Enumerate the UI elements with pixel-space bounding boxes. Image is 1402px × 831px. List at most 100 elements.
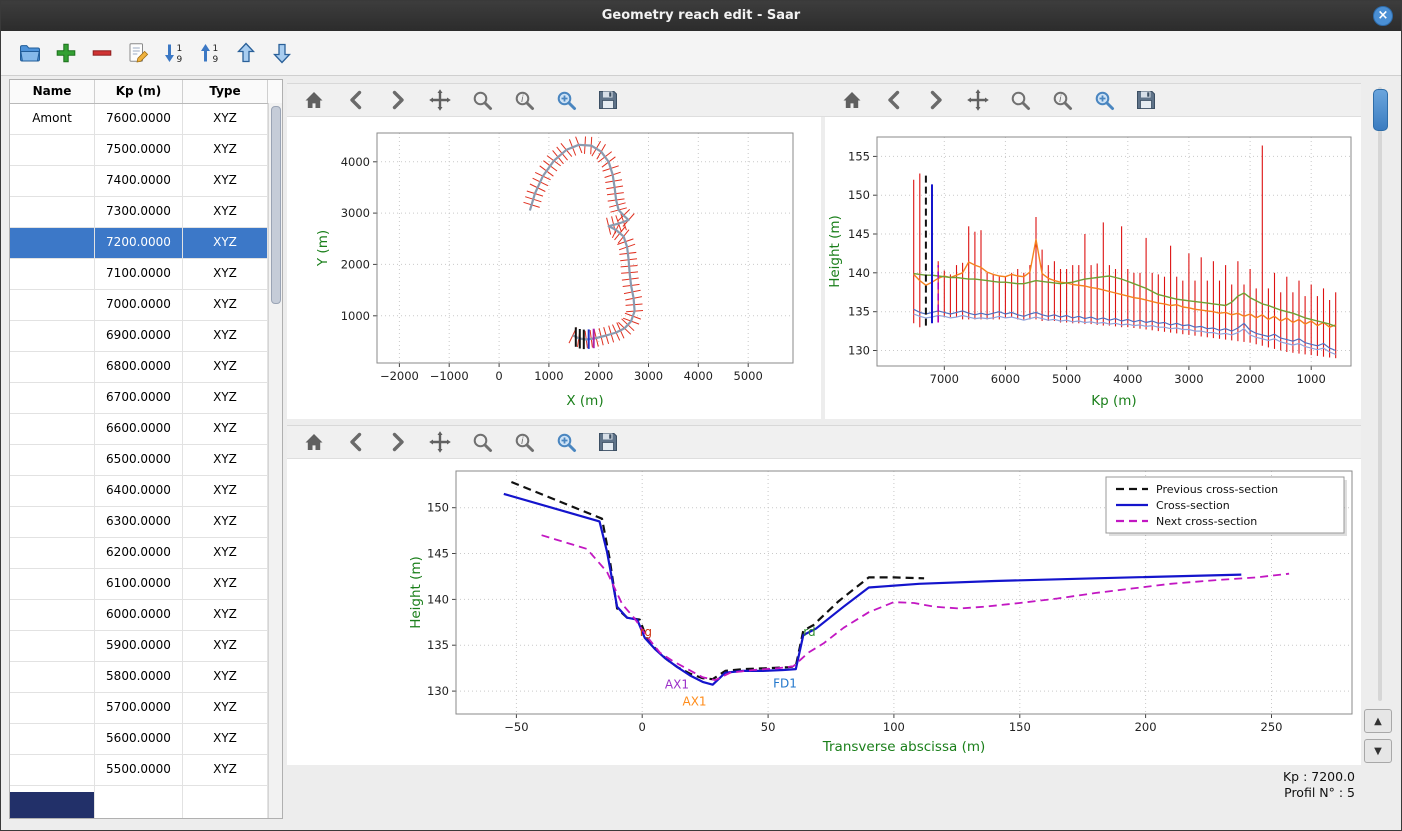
table-row[interactable]: 6600.0000 XYZ [10,414,282,445]
zoom-info-button[interactable]: i [511,87,537,113]
svg-text:9: 9 [177,55,183,65]
scroll-down-button[interactable]: ▼ [1364,739,1392,763]
svg-text:1000: 1000 [1297,372,1326,386]
svg-text:130: 130 [848,344,870,358]
zoom-dynamic-button[interactable] [553,87,579,113]
home-button[interactable] [301,429,327,455]
save-button[interactable] [595,429,621,455]
table-cell: XYZ [183,476,268,506]
table-cell: 6300.0000 [95,507,183,537]
forward-button[interactable] [385,87,411,113]
zoom-rect-button[interactable] [1007,87,1033,113]
home-button[interactable] [301,87,327,113]
vertical-slider-handle[interactable] [1373,89,1388,131]
zoom-rect-button[interactable] [469,429,495,455]
home-button[interactable] [839,87,865,113]
up-triangle-icon: ▲ [1374,715,1382,727]
forward-button[interactable] [385,429,411,455]
table-scrollbar[interactable] [268,103,282,818]
pan-button[interactable] [427,429,453,455]
vertical-slider-track[interactable] [1378,87,1382,701]
table-row[interactable]: 6800.0000 XYZ [10,352,282,383]
table-cell: 7000.0000 [95,290,183,320]
table-cell: XYZ [183,228,268,258]
table-row[interactable]: 5600.0000 XYZ [10,724,282,755]
profiles-table-panel: Name Kp (m) Type Amont 7600.0000 XYZ 7500.0… [9,79,283,819]
zoom-dynamic-button[interactable] [553,429,579,455]
table-row[interactable]: 5900.0000 XYZ [10,631,282,662]
table-cell: XYZ [183,693,268,723]
table-row[interactable]: 6200.0000 XYZ [10,538,282,569]
pan-button[interactable] [965,87,991,113]
svg-text:140: 140 [427,592,449,606]
table-cell: 7400.0000 [95,166,183,196]
table-row[interactable]: 6300.0000 XYZ [10,507,282,538]
table-scrollbar-thumb[interactable] [271,106,281,304]
zoom-dynamic-icon [1092,88,1116,112]
svg-text:9: 9 [213,55,219,65]
table-row[interactable]: 7000.0000 XYZ [10,290,282,321]
back-button[interactable] [881,87,907,113]
zoom-dynamic-button[interactable] [1091,87,1117,113]
save-button[interactable] [1133,87,1159,113]
zoom-rect-button[interactable] [469,87,495,113]
table-row[interactable]: 6000.0000 XYZ [10,600,282,631]
table-cell: XYZ [183,569,268,599]
table-row[interactable]: 6500.0000 XYZ [10,445,282,476]
table-cell [10,631,95,661]
open-geometry-button[interactable] [15,38,45,68]
home-icon [302,430,326,454]
delete-profile-button[interactable] [87,38,117,68]
table-partial-row[interactable] [10,792,268,818]
zoom-rect-icon [1008,88,1032,112]
back-button[interactable] [343,87,369,113]
svg-text:2000: 2000 [341,257,370,271]
table-row[interactable]: 7500.0000 XYZ [10,135,282,166]
table-row[interactable]: 5500.0000 XYZ [10,755,282,786]
table-row[interactable]: 5700.0000 XYZ [10,693,282,724]
table-row[interactable]: 7400.0000 XYZ [10,166,282,197]
table-row[interactable]: 6100.0000 XYZ [10,569,282,600]
table-row[interactable]: 7100.0000 XYZ [10,259,282,290]
table-cell: XYZ [183,104,268,134]
close-button[interactable]: × [1373,6,1393,26]
table-row[interactable]: 7300.0000 XYZ [10,197,282,228]
table-row[interactable]: 6700.0000 XYZ [10,383,282,414]
svg-text:AX1: AX1 [683,695,707,709]
zoom-info-button[interactable]: i [1049,87,1075,113]
edit-profile-button[interactable] [123,38,153,68]
save-button[interactable] [595,87,621,113]
table-row[interactable]: 6900.0000 XYZ [10,321,282,352]
move-up-button[interactable] [231,38,261,68]
svg-text:rd: rd [803,625,815,639]
table-cell-focused[interactable] [10,792,95,818]
table-row[interactable]: 5800.0000 XYZ [10,662,282,693]
move-down-button[interactable] [267,38,297,68]
back-button[interactable] [343,429,369,455]
table-cell: XYZ [183,135,268,165]
column-header-kp[interactable]: Kp (m) [95,80,183,103]
svg-text:i: i [521,94,524,105]
plan-view-toolbar: i [301,84,621,116]
table-row[interactable]: 6400.0000 XYZ [10,476,282,507]
scroll-up-button[interactable]: ▲ [1364,709,1392,733]
column-header-type[interactable]: Type [183,80,268,103]
table-cell: 5500.0000 [95,755,183,785]
table-row[interactable]: Amont 7600.0000 XYZ [10,104,282,135]
add-profile-button[interactable] [51,38,81,68]
svg-text:2000: 2000 [1235,372,1264,386]
column-header-name[interactable]: Name [10,80,95,103]
longitudinal-profile-chart[interactable]: 7000 6000 5000 4000 3000 2000 1000 130 135 140 145… [825,117,1361,419]
forward-button[interactable] [923,87,949,113]
titlebar: Geometry reach edit - Saar × [1,1,1401,31]
pan-button[interactable] [427,87,453,113]
zoom-rect-icon [470,430,494,454]
back-icon [344,88,368,112]
plan-view-chart[interactable]: −2000 −1000 0 1000 2000 3000 4000 5000 1000 2000 3… [287,117,821,419]
table-row[interactable]: 7200.0000 XYZ [10,228,282,259]
cross-section-chart[interactable]: −50 0 50 100 150 200 250 130 135 140 145 150 Previou… [287,459,1361,765]
zoom-info-button[interactable]: i [511,429,537,455]
